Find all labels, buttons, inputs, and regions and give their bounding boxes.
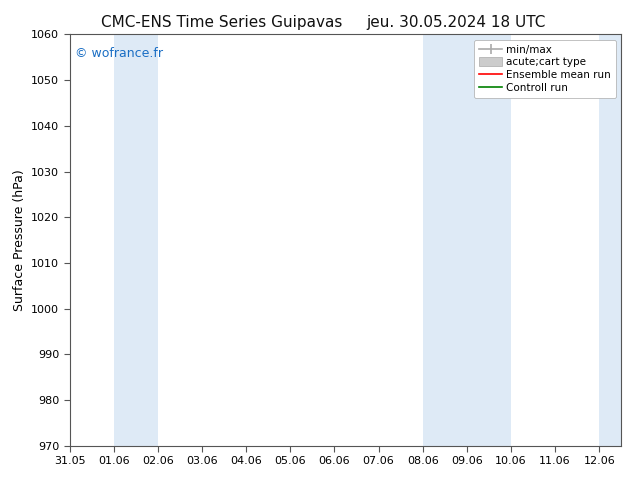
Text: © wofrance.fr: © wofrance.fr	[75, 47, 164, 60]
Text: CMC-ENS Time Series Guipavas: CMC-ENS Time Series Guipavas	[101, 15, 342, 30]
Text: jeu. 30.05.2024 18 UTC: jeu. 30.05.2024 18 UTC	[367, 15, 546, 30]
Bar	[423, 34, 467, 446]
Y-axis label: Surface Pressure (hPa): Surface Pressure (hPa)	[13, 169, 25, 311]
Bar	[599, 34, 621, 446]
Legend: min/max, acute;cart type, Ensemble mean run, Controll run: min/max, acute;cart type, Ensemble mean …	[474, 40, 616, 98]
Bar	[114, 34, 158, 446]
Bar	[467, 34, 511, 446]
